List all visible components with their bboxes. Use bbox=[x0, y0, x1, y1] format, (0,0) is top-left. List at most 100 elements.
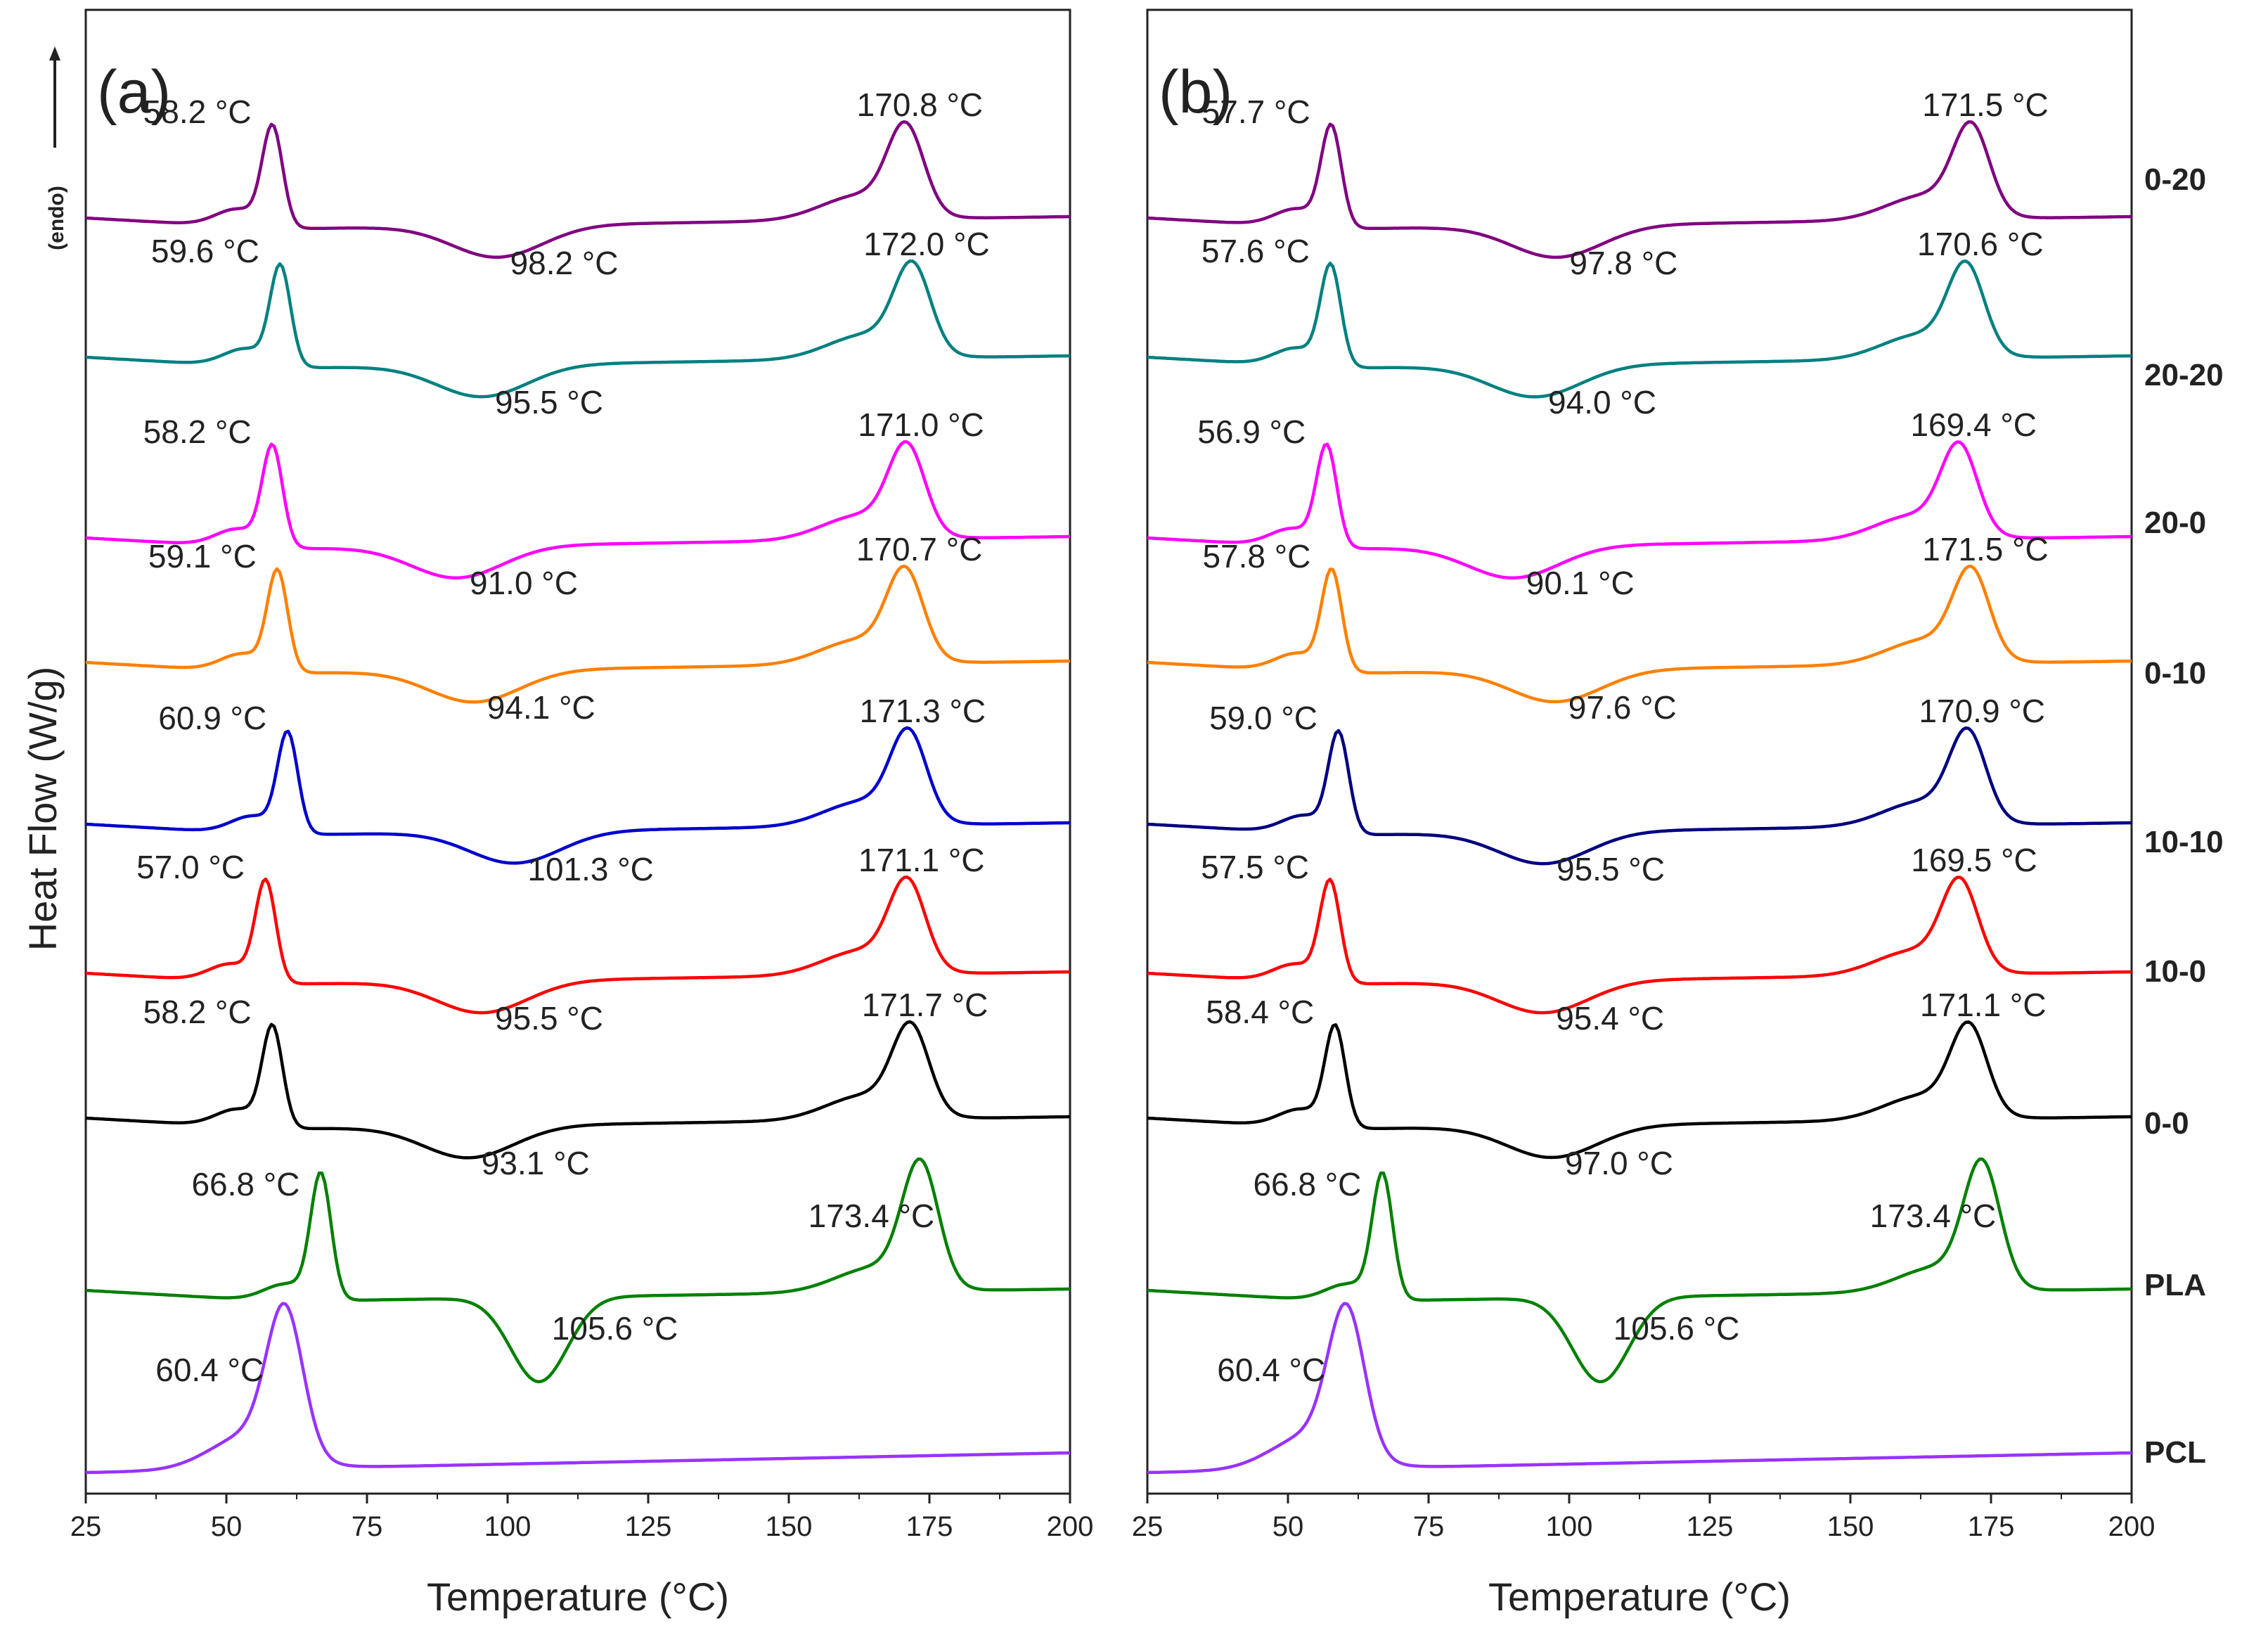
annotation-20-20-2: 170.6 °C bbox=[1917, 226, 2044, 262]
annotation-0-0-2: 171.1 °C bbox=[1920, 987, 2047, 1023]
annotation-PLA-2: 173.4 °C bbox=[808, 1198, 935, 1234]
y-axis-title: Heat Flow (W/g) bbox=[20, 667, 65, 951]
x-tick-label: 200 bbox=[1047, 1511, 1094, 1542]
annotation-20-0-0: 58.2 °C bbox=[143, 413, 252, 450]
annotation-10-10-1: 95.5 °C bbox=[1557, 851, 1665, 887]
annotation-0-20-0: 58.2 °C bbox=[143, 94, 252, 130]
annotation-0-20-2: 171.5 °C bbox=[1922, 86, 2049, 123]
x-tick-label: 100 bbox=[484, 1511, 531, 1542]
sample-label-0-10: 0-10 bbox=[2144, 656, 2206, 691]
annotation-10-0-0: 57.5 °C bbox=[1201, 849, 1309, 885]
annotation-PLA-1: 105.6 °C bbox=[552, 1310, 678, 1347]
annotation-20-0-2: 169.4 °C bbox=[1910, 406, 2037, 443]
series-line-10-0 bbox=[85, 875, 1071, 1015]
x-tick-label: 150 bbox=[766, 1511, 813, 1542]
x-tick-label: 100 bbox=[1546, 1511, 1593, 1542]
endo-label: (endo) bbox=[45, 186, 68, 250]
series-line-0-0 bbox=[1147, 1020, 2132, 1160]
annotation-0-0-1: 97.0 °C bbox=[1565, 1145, 1673, 1181]
x-tick-label: 25 bbox=[70, 1511, 102, 1542]
annotation-0-20-2: 170.8 °C bbox=[857, 86, 984, 123]
series-line-20-20 bbox=[1147, 259, 2132, 399]
annotation-20-20-0: 57.6 °C bbox=[1201, 233, 1310, 269]
series-line-PCL bbox=[85, 1302, 1071, 1475]
annotation-0-0-0: 58.4 °C bbox=[1206, 994, 1314, 1030]
annotation-20-20-1: 94.0 °C bbox=[1548, 384, 1656, 421]
panel-b-label: (b) bbox=[1159, 58, 1232, 126]
annotation-0-10-2: 171.5 °C bbox=[1922, 531, 2049, 567]
annotation-PCL-0: 60.4 °C bbox=[1217, 1352, 1325, 1388]
panel-a-curves bbox=[85, 120, 1071, 1475]
annotation-10-0-2: 171.1 °C bbox=[858, 842, 985, 878]
annotation-20-20-1: 95.5 °C bbox=[495, 384, 603, 421]
x-tick-label: 200 bbox=[2108, 1511, 2156, 1542]
annotation-0-20-1: 98.2 °C bbox=[510, 245, 619, 281]
series-line-20-20 bbox=[85, 259, 1071, 399]
sample-label-0-0: 0-0 bbox=[2144, 1106, 2189, 1141]
annotation-0-20-0: 57.7 °C bbox=[1202, 94, 1310, 130]
series-line-10-10 bbox=[85, 726, 1071, 865]
panel-a-annotations: 58.2 °C 98.2 °C 170.8 °C 59.6 °C 95.5 °C 172.… bbox=[136, 86, 990, 1388]
annotation-0-10-1: 97.6 °C bbox=[1568, 689, 1677, 726]
sample-label-PLA: PLA bbox=[2144, 1268, 2206, 1302]
annotation-10-10-0: 60.9 °C bbox=[158, 700, 266, 736]
series-line-PCL bbox=[1147, 1302, 2132, 1475]
sample-label-10-0: 10-0 bbox=[2144, 954, 2206, 989]
series-line-10-10 bbox=[1147, 726, 2132, 866]
x-tick-label: 25 bbox=[1132, 1511, 1164, 1542]
panel-b-curves bbox=[1147, 120, 2132, 1475]
panel-a-label: (a) bbox=[97, 58, 171, 126]
panel-b: (b) 57.7 °C 97.8 °C 171.5 °C 57.6 °C 94.0 °C… bbox=[1132, 8, 2156, 1619]
x-tick-label: 125 bbox=[625, 1511, 672, 1542]
sample-label-20-20: 20-20 bbox=[2144, 358, 2224, 392]
annotation-20-20-2: 172.0 °C bbox=[863, 226, 990, 262]
x-tick-label: 50 bbox=[1272, 1511, 1304, 1542]
series-line-PLA bbox=[1147, 1157, 2132, 1384]
series-line-0-0 bbox=[85, 1020, 1071, 1160]
sample-labels: 0-20 20-20 20-0 0-10 10-10 10-0 0-0 PLA PCL bbox=[2144, 162, 2224, 1470]
panel-a-x-axis-title: Temperature (°C) bbox=[427, 1574, 729, 1619]
annotation-20-0-2: 171.0 °C bbox=[858, 406, 984, 443]
panel-a-x-ticks: 25 50 75 100 125 150 175 200 bbox=[70, 1494, 1094, 1542]
series-line-0-20 bbox=[1147, 120, 2132, 259]
sample-label-10-10: 10-10 bbox=[2144, 825, 2224, 859]
annotation-PLA-1: 105.6 °C bbox=[1613, 1310, 1740, 1347]
annotation-10-0-1: 95.4 °C bbox=[1556, 1000, 1664, 1037]
annotation-10-0-1: 95.5 °C bbox=[495, 1000, 603, 1037]
annotation-PLA-2: 173.4 °C bbox=[1870, 1198, 1997, 1234]
series-line-PLA bbox=[85, 1157, 1071, 1384]
sample-label-0-20: 0-20 bbox=[2144, 162, 2206, 197]
x-tick-label: 125 bbox=[1687, 1511, 1734, 1542]
annotation-0-20-1: 97.8 °C bbox=[1569, 245, 1677, 281]
x-tick-label: 75 bbox=[352, 1511, 383, 1542]
annotation-0-10-1: 94.1 °C bbox=[487, 689, 595, 726]
series-line-0-10 bbox=[1147, 565, 2132, 704]
annotation-10-10-0: 59.0 °C bbox=[1209, 700, 1317, 736]
series-line-20-0 bbox=[1147, 440, 2132, 580]
annotation-PLA-0: 66.8 °C bbox=[191, 1166, 299, 1202]
annotation-20-0-0: 56.9 °C bbox=[1197, 413, 1306, 450]
annotation-0-10-2: 170.7 °C bbox=[856, 531, 983, 567]
sample-label-20-0: 20-0 bbox=[2144, 506, 2206, 540]
annotation-20-0-1: 90.1 °C bbox=[1526, 565, 1635, 601]
endo-arrow-icon bbox=[49, 46, 60, 148]
panel-a: (a) 58.2 °C 98.2 °C 170.8 °C 59.6 °C 95.5 °C… bbox=[70, 8, 1094, 1619]
x-tick-label: 75 bbox=[1413, 1511, 1445, 1542]
annotation-10-0-0: 57.0 °C bbox=[136, 849, 245, 885]
series-line-0-20 bbox=[85, 120, 1071, 259]
x-tick-label: 175 bbox=[906, 1511, 953, 1542]
annotation-20-0-1: 91.0 °C bbox=[470, 565, 578, 601]
annotation-0-0-1: 93.1 °C bbox=[482, 1145, 590, 1181]
panel-b-annotations: 57.7 °C 97.8 °C 171.5 °C 57.6 °C 94.0 °C 170.… bbox=[1197, 86, 2048, 1388]
sample-label-PCL: PCL bbox=[2144, 1435, 2206, 1470]
x-tick-label: 150 bbox=[1827, 1511, 1874, 1542]
annotation-0-0-2: 171.7 °C bbox=[862, 987, 988, 1023]
series-line-10-0 bbox=[1147, 875, 2132, 1015]
panel-b-x-axis-title: Temperature (°C) bbox=[1488, 1574, 1791, 1619]
annotation-0-0-0: 58.2 °C bbox=[143, 994, 252, 1030]
annotation-10-10-2: 171.3 °C bbox=[860, 693, 986, 729]
annotation-10-10-2: 170.9 °C bbox=[1919, 693, 2045, 729]
panel-b-x-ticks: 25 50 75 100 125 150 175 200 bbox=[1132, 1494, 2156, 1542]
annotation-10-0-2: 169.5 °C bbox=[1911, 842, 2037, 878]
